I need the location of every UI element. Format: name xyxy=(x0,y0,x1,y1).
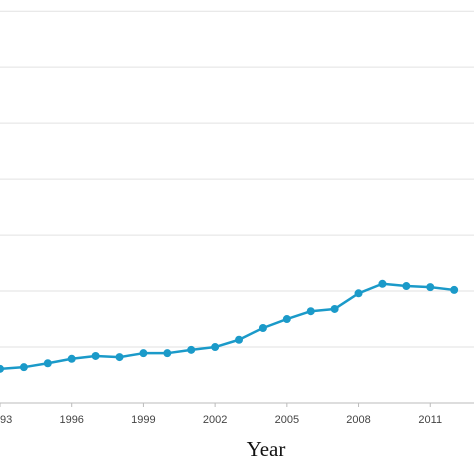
x-axis-label: Year xyxy=(247,437,286,461)
data-point xyxy=(0,364,4,373)
x-tick-label: 1999 xyxy=(131,414,155,426)
data-point xyxy=(91,351,100,360)
data-point xyxy=(115,353,124,362)
x-tick-label: 1993 xyxy=(0,414,12,426)
data-point xyxy=(67,354,76,363)
data-point xyxy=(19,363,28,372)
data-point xyxy=(187,345,196,354)
data-point xyxy=(235,335,244,344)
data-point xyxy=(426,283,435,292)
data-point xyxy=(43,359,52,368)
data-point xyxy=(306,307,315,316)
x-tick-label: 2008 xyxy=(346,414,370,426)
data-point xyxy=(211,343,220,352)
data-point xyxy=(282,315,291,324)
data-point xyxy=(163,349,172,358)
data-point xyxy=(354,289,363,298)
x-tick-label: 1996 xyxy=(59,414,83,426)
x-tick-label: 2002 xyxy=(203,414,227,426)
data-point xyxy=(258,323,267,332)
data-point xyxy=(402,282,411,291)
x-tick-label: 2011 xyxy=(418,414,442,426)
data-point xyxy=(330,304,339,313)
data-point xyxy=(450,285,459,294)
data-point xyxy=(139,349,148,358)
data-point xyxy=(378,279,387,288)
x-tick-label: 2005 xyxy=(275,414,299,426)
data-line xyxy=(0,282,455,371)
